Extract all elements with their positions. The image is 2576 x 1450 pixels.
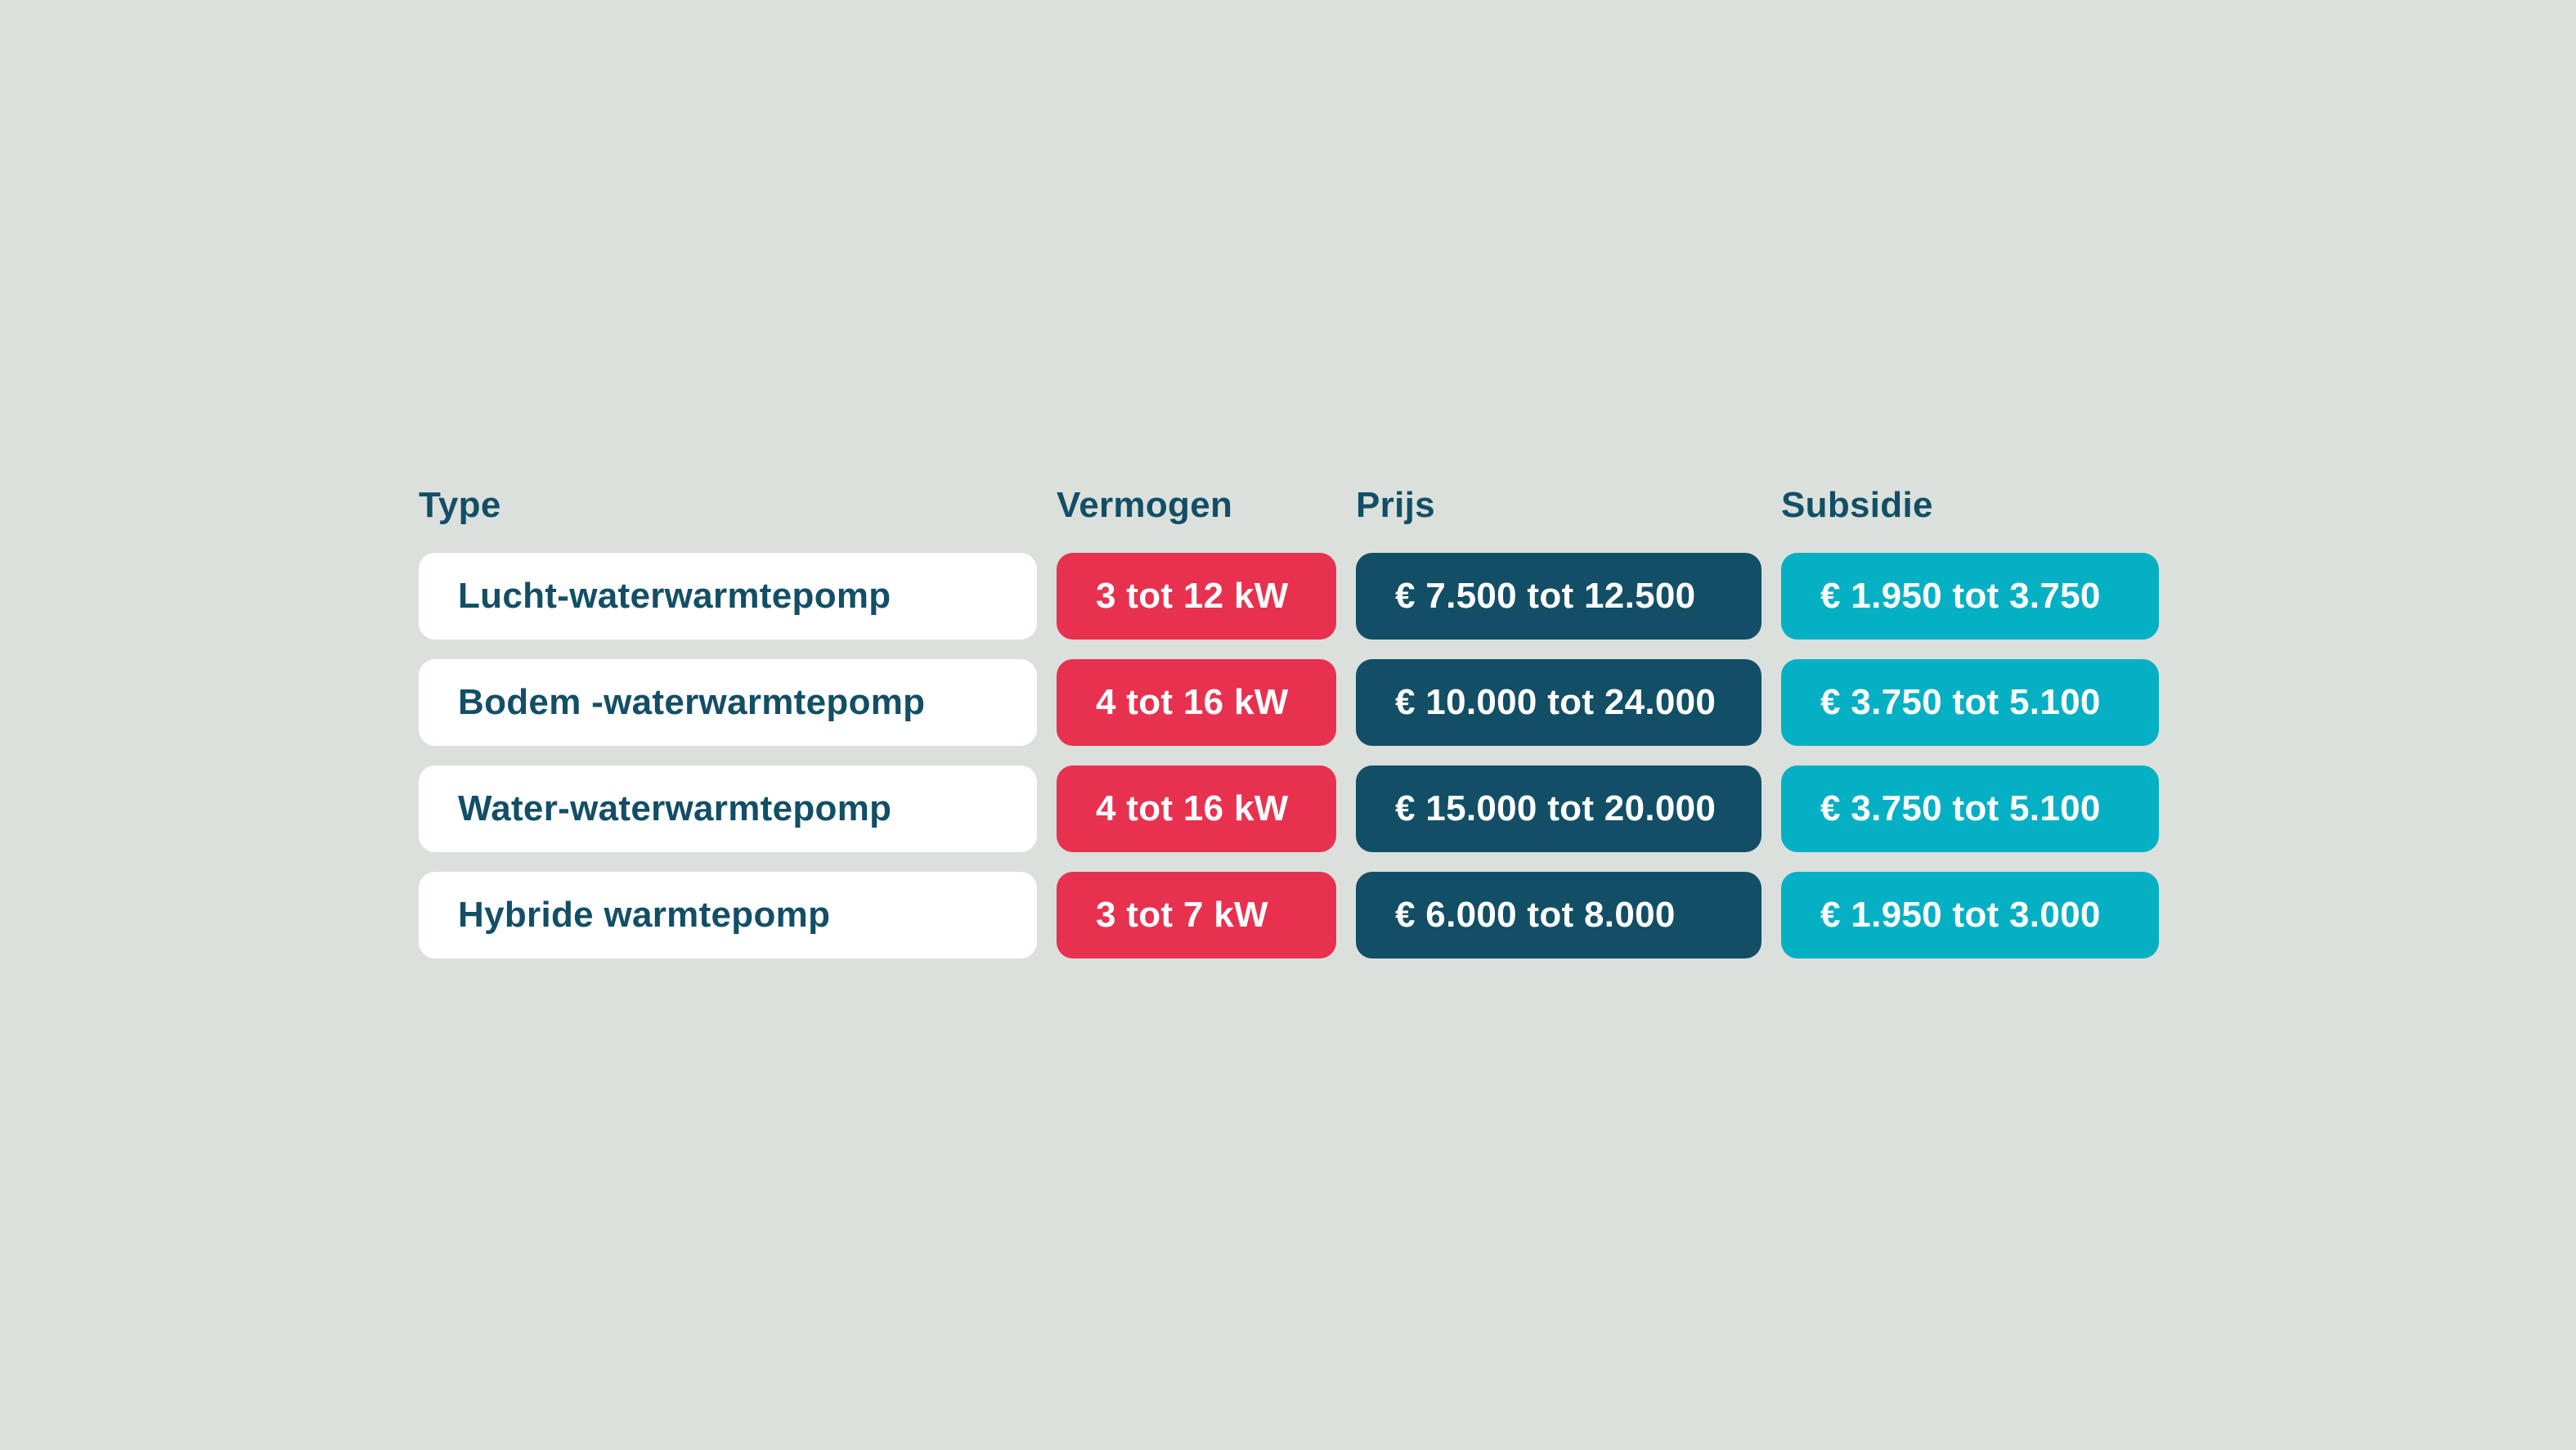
table-row: Water-waterwarmtepomp 4 tot 16 kW € 15.0… — [419, 765, 2159, 852]
table-row: Lucht-waterwarmtepomp 3 tot 12 kW € 7.50… — [419, 553, 2159, 640]
table-row: Hybride warmtepomp 3 tot 7 kW € 6.000 to… — [419, 872, 2159, 958]
subsidie-cell: € 3.750 tot 5.100 — [1781, 765, 2159, 852]
vermogen-cell: 4 tot 16 kW — [1057, 659, 1336, 746]
type-cell: Lucht-waterwarmtepomp — [419, 553, 1037, 640]
type-cell: Bodem -waterwarmtepomp — [419, 659, 1037, 746]
type-cell: Water-waterwarmtepomp — [419, 765, 1037, 852]
vermogen-cell: 3 tot 7 kW — [1057, 872, 1336, 958]
table-header-row: Type Vermogen Prijs Subsidie — [419, 478, 2159, 553]
prijs-cell: € 7.500 tot 12.500 — [1356, 553, 1761, 640]
prijs-cell: € 15.000 tot 20.000 — [1356, 765, 1761, 852]
subsidie-cell: € 1.950 tot 3.750 — [1781, 553, 2159, 640]
vermogen-cell: 3 tot 12 kW — [1057, 553, 1336, 640]
header-prijs: Prijs — [1356, 485, 1435, 525]
heat-pump-comparison-table: Type Vermogen Prijs Subsidie Lucht-water… — [419, 478, 2159, 978]
header-subsidie: Subsidie — [1781, 485, 1933, 525]
type-cell: Hybride warmtepomp — [419, 872, 1037, 958]
prijs-cell: € 10.000 tot 24.000 — [1356, 659, 1761, 746]
header-vermogen: Vermogen — [1057, 485, 1233, 525]
prijs-cell: € 6.000 tot 8.000 — [1356, 872, 1761, 958]
subsidie-cell: € 3.750 tot 5.100 — [1781, 659, 2159, 746]
vermogen-cell: 4 tot 16 kW — [1057, 765, 1336, 852]
header-type: Type — [419, 485, 501, 525]
table-row: Bodem -waterwarmtepomp 4 tot 16 kW € 10.… — [419, 659, 2159, 746]
subsidie-cell: € 1.950 tot 3.000 — [1781, 872, 2159, 958]
